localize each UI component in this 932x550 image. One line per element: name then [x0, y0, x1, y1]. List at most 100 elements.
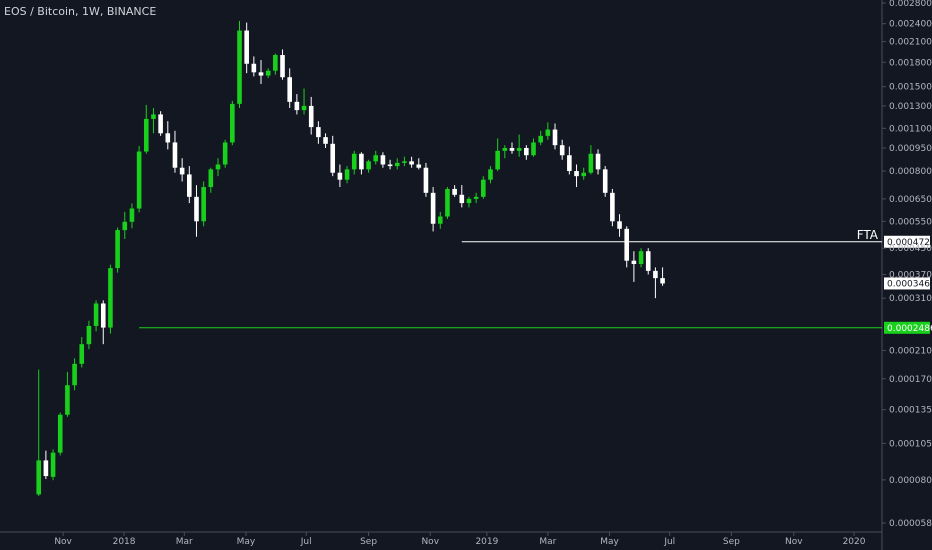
- candle-body: [316, 127, 321, 138]
- candle-body: [387, 164, 393, 167]
- candle: [524, 145, 529, 160]
- candle: [581, 167, 586, 180]
- candle-body: [538, 135, 543, 143]
- candle: [79, 337, 85, 368]
- candle-body: [466, 198, 472, 204]
- candle: [645, 248, 651, 275]
- price-pane[interactable]: [0, 0, 882, 550]
- candle: [402, 156, 407, 167]
- candle: [72, 358, 77, 391]
- candle-body: [93, 303, 99, 326]
- candle-body: [122, 221, 128, 231]
- candle: [115, 227, 120, 273]
- candle-body: [43, 460, 49, 477]
- candle: [538, 130, 543, 146]
- candle: [516, 134, 522, 157]
- candle: [194, 185, 199, 237]
- candle-body: [445, 188, 450, 217]
- candle: [595, 149, 601, 175]
- candle: [280, 49, 285, 80]
- candle-body: [136, 151, 142, 209]
- candle: [287, 68, 292, 108]
- candle: [559, 139, 565, 160]
- candle: [179, 158, 185, 182]
- time-tick-label: Mar: [539, 537, 556, 547]
- candle: [373, 150, 379, 165]
- candle-body: [187, 174, 192, 197]
- candle-body: [574, 171, 579, 177]
- candle: [86, 320, 92, 350]
- candle: [294, 94, 300, 115]
- candle: [50, 449, 56, 481]
- candle: [251, 56, 257, 77]
- time-tick-label: May: [237, 537, 256, 547]
- chart-title: EOS / Bitcoin, 1W, BINANCE: [4, 5, 156, 18]
- candle: [617, 214, 622, 237]
- candle: [445, 187, 450, 219]
- candle-body: [244, 30, 249, 64]
- candle: [351, 150, 357, 175]
- candle: [187, 166, 192, 204]
- price-scale[interactable]: [882, 0, 932, 550]
- candle: [588, 145, 594, 175]
- candle-body: [645, 251, 651, 271]
- candle: [567, 146, 572, 175]
- candle-body: [567, 155, 572, 172]
- candle: [337, 164, 343, 188]
- candle-body: [129, 208, 135, 222]
- candle: [653, 267, 658, 299]
- levels-group: FTA 0.0004721 0.0002486 0.0003460: [139, 228, 932, 334]
- candles-group: [36, 20, 665, 497]
- candle: [545, 122, 551, 140]
- candle: [574, 164, 579, 188]
- candle: [380, 152, 386, 168]
- candle-body: [108, 268, 113, 328]
- candle-body: [524, 147, 529, 156]
- candle: [136, 145, 142, 213]
- candle-body: [452, 188, 457, 195]
- time-tick-label: 2020: [843, 537, 866, 547]
- candle: [323, 133, 328, 148]
- candle: [122, 211, 128, 239]
- candle-body: [552, 129, 558, 146]
- candle: [330, 135, 336, 177]
- candle: [552, 123, 558, 150]
- candle: [100, 300, 106, 345]
- candle-body: [481, 179, 486, 197]
- candle-body: [57, 414, 63, 453]
- candle: [215, 158, 221, 177]
- candle: [344, 166, 350, 184]
- candle: [481, 176, 486, 199]
- candle-body: [602, 169, 608, 193]
- candle-body: [502, 147, 508, 151]
- candle: [308, 96, 314, 135]
- candle-body: [351, 153, 357, 170]
- candle-body: [531, 142, 536, 156]
- candle-body: [581, 172, 586, 177]
- candle: [316, 121, 321, 144]
- candle-body: [215, 164, 221, 170]
- level-price-box: [884, 235, 930, 248]
- candle: [466, 196, 472, 208]
- candle-body: [230, 103, 235, 143]
- candle-body: [280, 55, 285, 78]
- candle-body: [165, 133, 171, 143]
- candle-body: [237, 30, 242, 104]
- candle-body: [323, 137, 328, 144]
- candle-body: [86, 325, 92, 345]
- time-tick-label: Sep: [723, 537, 740, 547]
- candle: [473, 192, 479, 204]
